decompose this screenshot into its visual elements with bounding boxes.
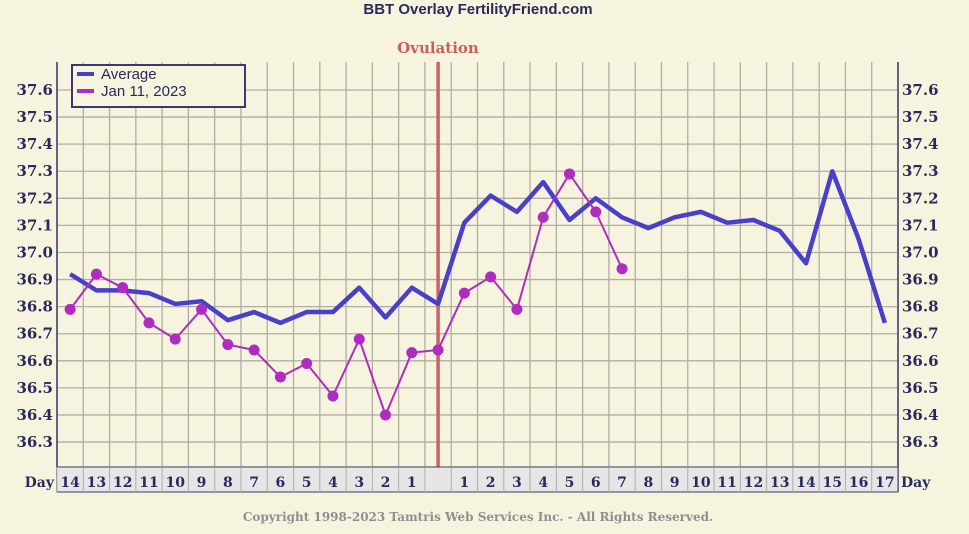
x-tick-label: 15 (823, 475, 842, 491)
y-tick-label-right: 36.4 (902, 406, 939, 424)
y-tick-label-left: 36.7 (16, 325, 53, 343)
data-point (590, 206, 602, 218)
data-point (169, 333, 181, 345)
x-tick-label: 5 (302, 475, 312, 491)
x-axis-label-left: Day (25, 475, 55, 491)
data-point (301, 358, 313, 370)
data-point (616, 263, 628, 275)
x-tick-label: 11 (717, 475, 736, 491)
data-point (222, 339, 234, 351)
data-point (485, 271, 497, 283)
data-point (64, 303, 76, 315)
y-tick-label-left: 37.3 (16, 162, 53, 180)
x-tick-label: 2 (486, 475, 496, 491)
y-tick-label-left: 36.6 (16, 352, 53, 370)
x-axis-label-right: Day (901, 475, 931, 491)
data-point (353, 333, 365, 345)
legend: Average Jan 11, 2023 (71, 64, 246, 108)
y-tick-label-left: 36.4 (16, 406, 53, 424)
series-line-jan-11-2023 (69, 172, 623, 416)
grid (56, 62, 899, 492)
data-point (274, 371, 286, 383)
data-point (511, 303, 523, 315)
y-tick-label-right: 36.3 (902, 433, 939, 451)
y-tick-label-left: 36.3 (16, 433, 53, 451)
x-tick-label: 3 (512, 475, 522, 491)
x-tick-label: 14 (60, 475, 80, 491)
data-point (537, 211, 549, 223)
y-tick-label-left: 37.1 (16, 216, 53, 234)
y-tick-label-right: 37.6 (902, 81, 939, 99)
y-tick-label-left: 37.2 (16, 189, 53, 207)
y-tick-label-right: 37.3 (902, 162, 939, 180)
x-tick-label: 4 (328, 475, 338, 491)
x-tick-label: 13 (87, 475, 106, 491)
data-point (327, 390, 339, 402)
x-tick-label: 1 (459, 475, 469, 491)
x-tick-label: 2 (381, 475, 391, 491)
x-tick-label: 8 (223, 475, 233, 491)
y-tick-label-right: 37.1 (902, 216, 939, 234)
y-tick-label-left: 36.8 (16, 298, 53, 316)
y-tick-label-right: 36.9 (902, 271, 939, 289)
x-tick-label: 10 (166, 475, 186, 491)
data-point (563, 168, 575, 180)
y-tick-label-left: 37.5 (16, 108, 53, 126)
x-tick-label: 10 (691, 475, 711, 491)
x-tick-label: 12 (744, 475, 763, 491)
data-point (196, 303, 208, 315)
data-point (248, 344, 260, 356)
x-tick-label: 16 (849, 475, 868, 491)
y-tick-label-right: 36.5 (902, 379, 939, 397)
copyright: Copyright 1998-2023 Tamtris Web Services… (243, 510, 713, 524)
x-tick-label: 1 (407, 475, 417, 491)
series-line-average (68, 168, 888, 326)
y-axis: 37.6 37.6 37.5 37.5 37.4 37.4 37.3 37.3 37.2 37.2… (16, 81, 938, 451)
y-tick-label-right: 37.4 (902, 135, 939, 153)
x-tick-label: 12 (113, 475, 132, 491)
y-tick-label-left: 37.0 (16, 243, 53, 261)
y-tick-label-right: 36.7 (902, 325, 939, 343)
x-tick-label: 14 (796, 475, 816, 491)
data-point (406, 347, 418, 359)
y-tick-label-right: 36.6 (902, 352, 939, 370)
x-tick-label: 3 (354, 475, 364, 491)
data-point (432, 344, 444, 356)
y-tick-label-right: 37.2 (902, 189, 939, 207)
x-tick-label: 13 (770, 475, 789, 491)
x-tick-label: 9 (197, 475, 207, 491)
x-tick-label: 6 (276, 475, 286, 491)
y-tick-label-left: 36.9 (16, 271, 53, 289)
x-tick-label: 11 (139, 475, 158, 491)
legend-label-jan11: Jan 11, 2023 (101, 83, 187, 100)
x-tick-label: 7 (249, 475, 259, 491)
legend-swatch-average (77, 72, 94, 76)
y-tick-label-right: 37.5 (902, 108, 939, 126)
chart-title: BBT Overlay FertilityFriend.com (363, 1, 592, 18)
x-tick-label: 8 (643, 475, 653, 491)
data-point (90, 268, 102, 280)
x-tick-label: 17 (875, 475, 894, 491)
x-axis: 14 13 12 11 10 9 8 7 6 5 4 3 2 1 1 2 3 4 5 6 7 8 9 10 11 12 13 14 15… (25, 466, 931, 493)
legend-label-average: Average (101, 66, 157, 83)
data-point (380, 409, 392, 421)
series-layer (64, 168, 888, 421)
legend-swatch-jan11 (77, 89, 94, 93)
data-point (143, 317, 155, 329)
y-tick-label-right: 37.0 (902, 243, 939, 261)
x-tick-label: 9 (670, 475, 680, 491)
y-tick-label-left: 37.6 (16, 81, 53, 99)
data-point (458, 287, 470, 299)
x-tick-label: 7 (617, 475, 627, 491)
x-tick-label: 5 (565, 475, 575, 491)
y-tick-label-left: 37.4 (16, 135, 53, 153)
x-tick-label: 4 (538, 475, 548, 491)
data-point (117, 282, 129, 294)
x-tick-label: 6 (591, 475, 601, 491)
ovulation-label: Ovulation (397, 39, 479, 57)
y-tick-label-left: 36.5 (16, 379, 53, 397)
y-tick-label-right: 36.8 (902, 298, 939, 316)
